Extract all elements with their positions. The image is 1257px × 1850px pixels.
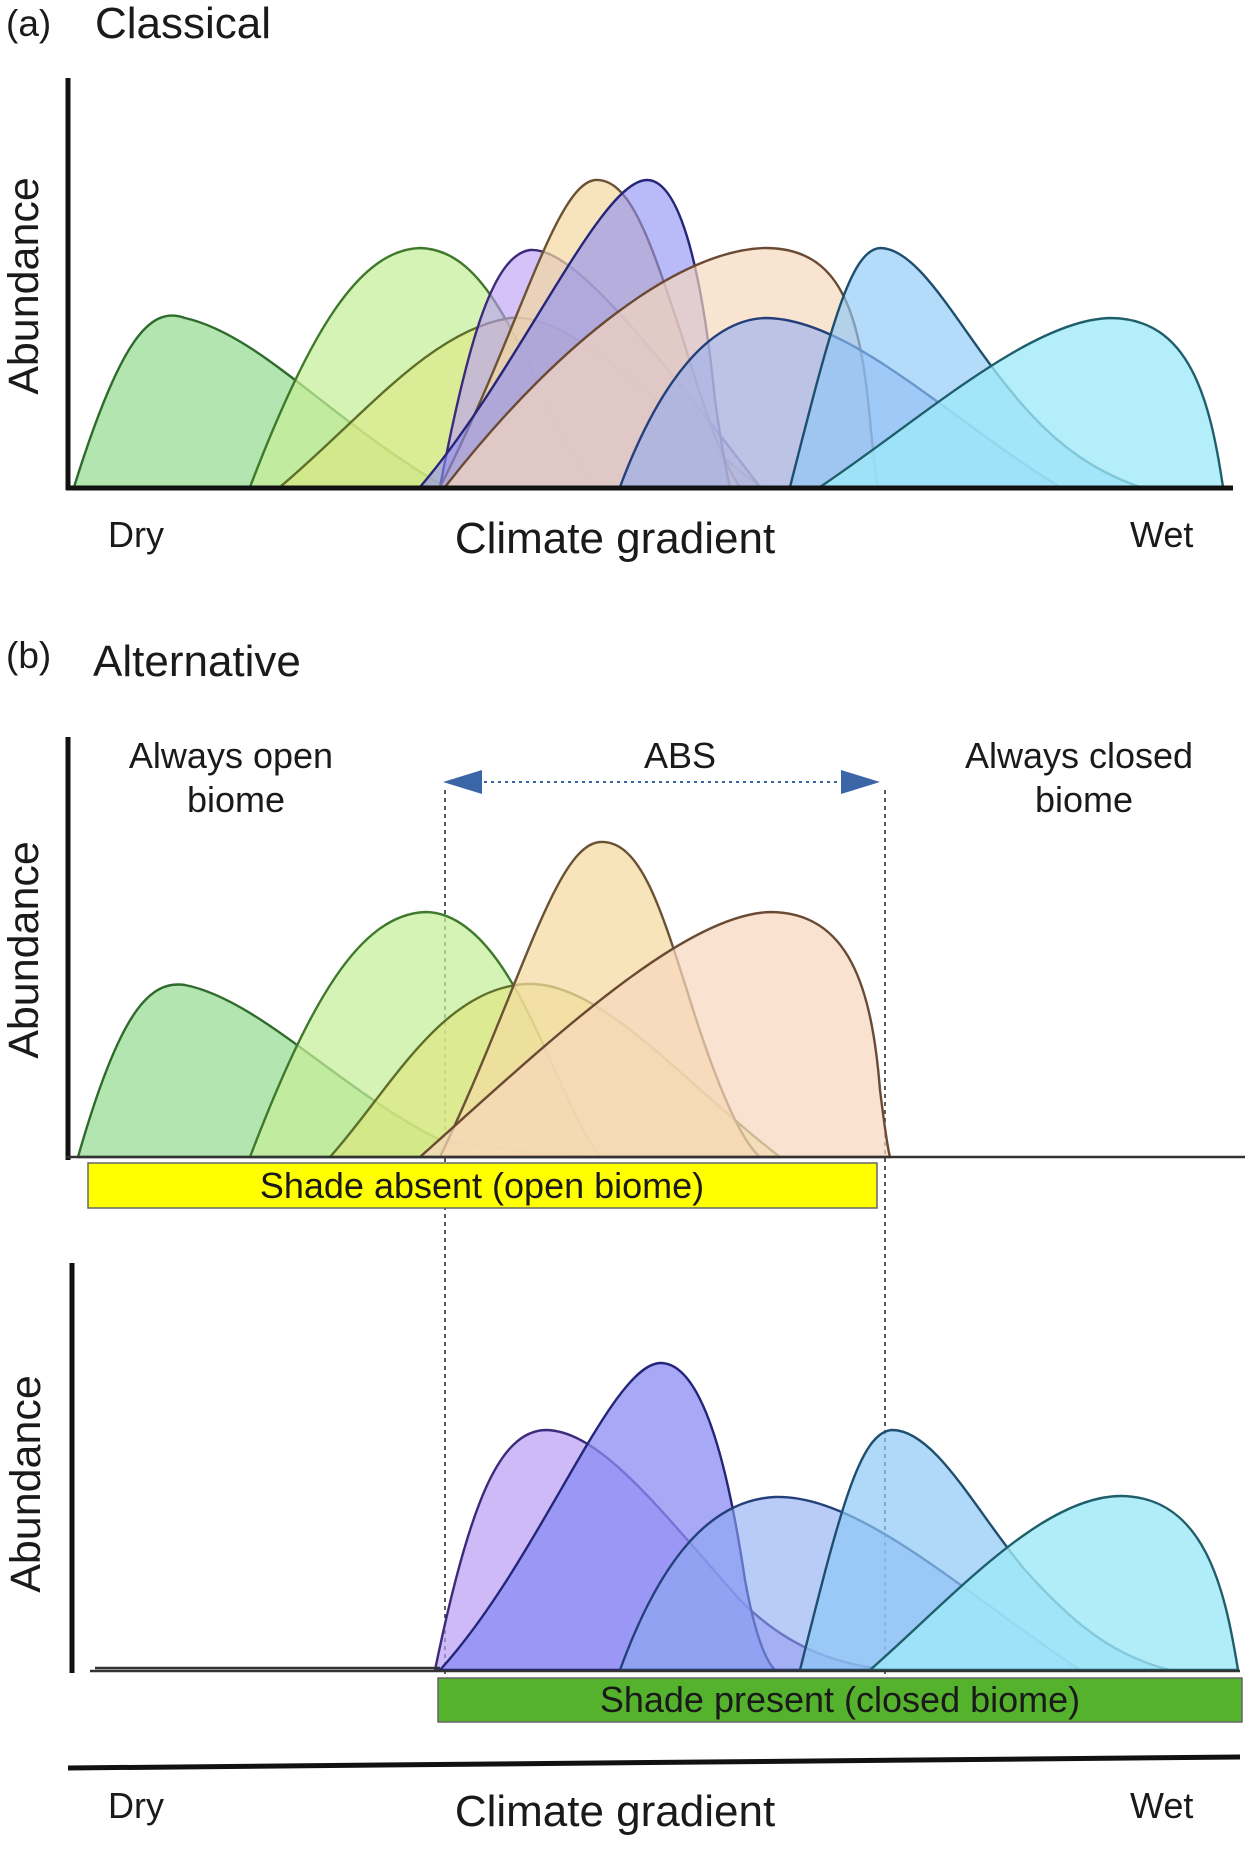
- shade-absent-label: Shade absent (open biome): [260, 1165, 704, 1206]
- abs-double-arrow: [443, 770, 880, 794]
- panel-b-wet-label: Wet: [1130, 1785, 1193, 1826]
- panel-a-x-label: Climate gradient: [455, 514, 775, 563]
- closed-biome-curves: [433, 1361, 1240, 1672]
- abs-arrow-left-head: [443, 770, 482, 794]
- panel-b-tag: (b): [6, 635, 51, 676]
- always-closed-biome-label: Always closed biome: [965, 735, 1203, 820]
- shade-present-bar: Shade present (closed biome): [437, 1677, 1243, 1723]
- open-subpanel-y-label: Abundance: [0, 841, 48, 1059]
- panel-a-title: Classical: [95, 0, 271, 48]
- always-open-biome-label: Always open biome: [129, 735, 343, 820]
- panel-a: (a) Classical Abundance: [0, 0, 1233, 563]
- closed-subpanel-y-label: Abundance: [2, 1375, 50, 1593]
- panel-b-dry-label: Dry: [108, 1785, 164, 1826]
- panel-a-y-label: Abundance: [0, 177, 48, 395]
- shade-absent-bar: Shade absent (open biome): [87, 1162, 878, 1209]
- panel-a-wet-label: Wet: [1130, 514, 1193, 555]
- shade-absent-bar-fill: [87, 1162, 878, 1209]
- panel-a-dry-label: Dry: [108, 514, 164, 555]
- shade-present-label: Shade present (closed biome): [600, 1679, 1080, 1720]
- abs-label: ABS: [644, 735, 716, 776]
- panel-a-tag: (a): [6, 3, 51, 44]
- closed-cyan-curve: [868, 1494, 1240, 1672]
- panel-a-curves: [72, 178, 1225, 489]
- species-cyan-curve: [818, 316, 1225, 489]
- panel-b-x-label: Climate gradient: [455, 1787, 775, 1836]
- panel-b-x-axis: [67, 1754, 1241, 1771]
- panel-b: (b) Alternative Always open biome ABS Al…: [0, 635, 1245, 1836]
- open-biome-curves: [76, 840, 892, 1159]
- panel-b-title: Alternative: [93, 637, 301, 686]
- open-peach-curve: [418, 910, 892, 1159]
- abs-arrow-right-head: [841, 770, 880, 794]
- shade-present-bar-fill: [437, 1677, 1243, 1723]
